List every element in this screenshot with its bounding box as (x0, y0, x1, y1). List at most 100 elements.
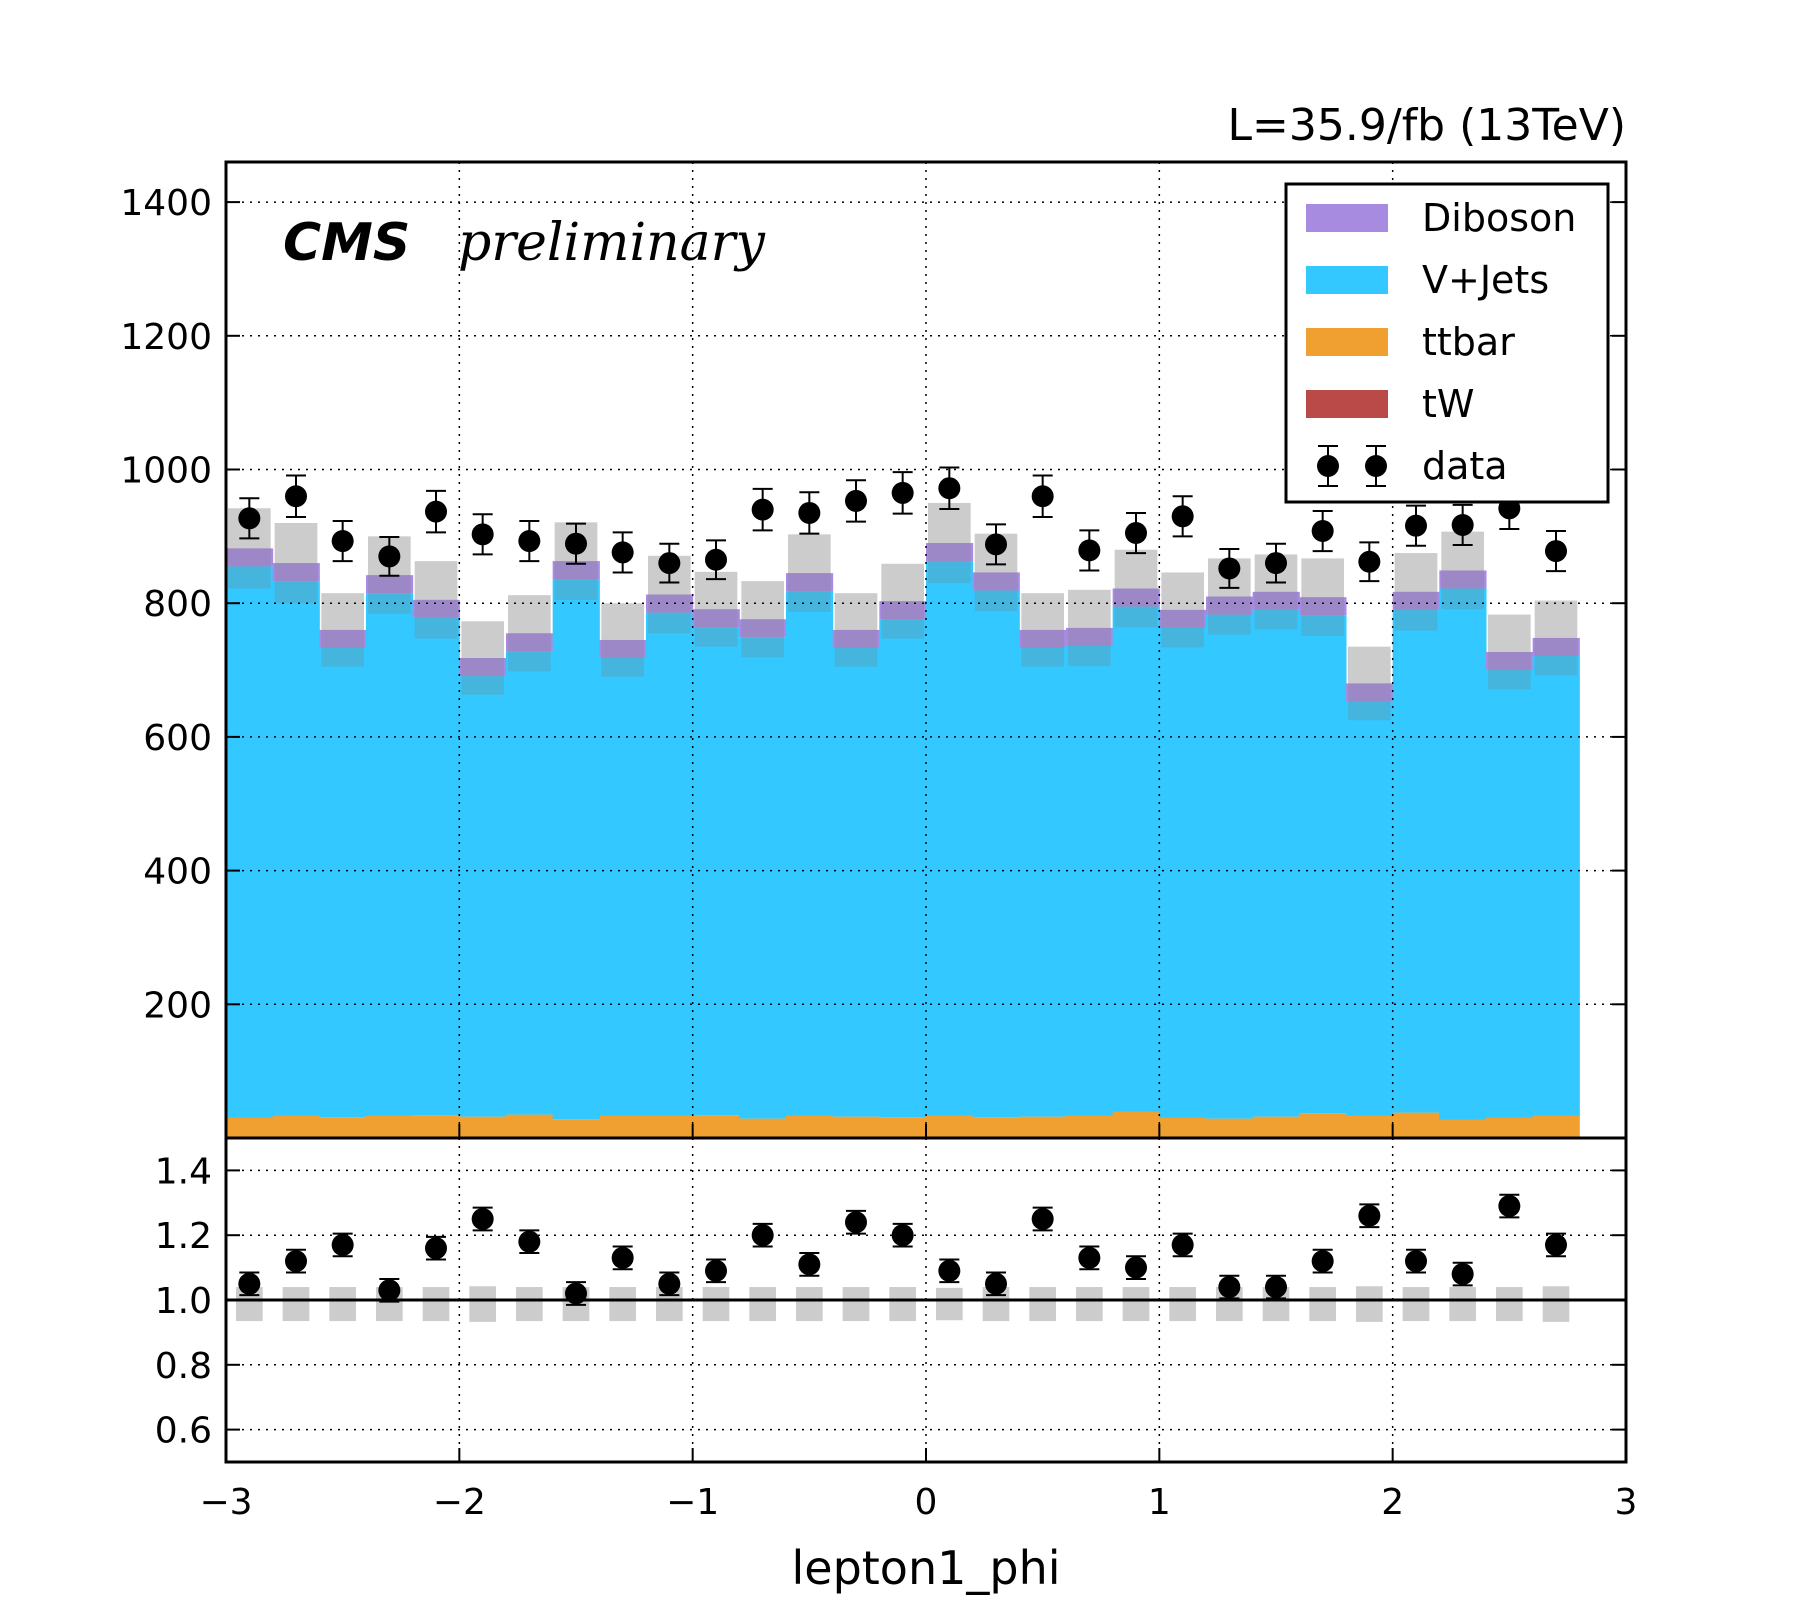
uncertainty-overlay (554, 561, 598, 600)
x-tick-label: 0 (915, 1482, 938, 1523)
bar-diboson (506, 633, 554, 652)
uncertainty-overlay (1068, 627, 1111, 667)
ratio-marker (331, 1233, 354, 1256)
data-point (1078, 529, 1101, 572)
uncertainty-overlay (788, 573, 831, 612)
bar-diboson (1299, 597, 1347, 616)
ratio-marker (1311, 1250, 1334, 1273)
bar-v-jets (786, 591, 834, 1116)
legend-swatch (1306, 266, 1388, 294)
data-marker (1265, 552, 1287, 575)
ratio-y-tick-label: 1.0 (155, 1281, 212, 1322)
ratio-marker (1498, 1195, 1521, 1218)
data-point (518, 519, 541, 563)
preliminary-label: preliminary (458, 213, 765, 273)
ratio-marker (1031, 1208, 1054, 1230)
data-marker (985, 533, 1007, 556)
ratio-points (238, 1193, 1567, 1306)
ratio-point (518, 1229, 541, 1255)
uncertainty-overlay (1441, 570, 1484, 610)
data-point (565, 522, 587, 565)
bar-v-jets (1392, 609, 1440, 1113)
legend-label: V+Jets (1422, 258, 1549, 302)
ratio-marker (1451, 1263, 1474, 1286)
uncertainty-overlay (601, 639, 644, 677)
ratio-uncertainty-box (702, 1287, 730, 1322)
ratio-marker (1545, 1233, 1567, 1256)
data-marker (705, 548, 727, 571)
bar-ttbar (1346, 1115, 1394, 1137)
ratio-y-ticks: 0.6 0.8 1.0 1.2 1.4 (155, 1151, 1626, 1452)
bar-ttbar (1392, 1112, 1440, 1137)
ratio-y-tick-label: 0.8 (155, 1346, 212, 1387)
ratio-uncertainty-box (282, 1287, 310, 1322)
bar-ttbar (272, 1115, 320, 1137)
bar-v-jets (926, 561, 974, 1116)
bar-ttbar (1532, 1115, 1580, 1137)
ratio-point (1125, 1255, 1147, 1280)
bar-ttbar (1252, 1116, 1300, 1137)
ratio-point (938, 1258, 961, 1284)
uncertainty-overlay (508, 633, 551, 672)
uncertainty-overlay (368, 575, 411, 614)
ratio-uncertainty-box (1356, 1286, 1383, 1322)
ratio-uncertainty-box (1309, 1287, 1336, 1322)
bar-v-jets (599, 658, 647, 1116)
bar-ttbar (366, 1115, 414, 1137)
lumi-label: L=35.9/fb (13TeV) (1228, 100, 1626, 151)
ratio-point (425, 1235, 447, 1261)
bar-diboson (272, 563, 320, 582)
legend-marker (1317, 455, 1339, 477)
bar-diboson (1019, 629, 1067, 648)
ratio-marker (1265, 1276, 1287, 1299)
ratio-point (705, 1258, 727, 1284)
ratio-marker (518, 1230, 541, 1253)
data-marker (1451, 513, 1474, 536)
bar-diboson (832, 629, 880, 648)
bar-ttbar (1206, 1118, 1254, 1137)
bar-v-jets (366, 593, 414, 1116)
bar-v-jets (412, 617, 460, 1116)
bar-ttbar (1439, 1119, 1487, 1137)
ratio-uncertainty-box (1122, 1287, 1150, 1322)
bar-v-jets (1486, 670, 1534, 1118)
data-point (985, 523, 1007, 566)
bar-ttbar (1019, 1116, 1067, 1137)
ratio-marker (891, 1224, 914, 1247)
ratio-point (1078, 1245, 1101, 1271)
ratio-marker (378, 1279, 401, 1302)
ratio-point (611, 1245, 634, 1271)
bar-ttbar (739, 1118, 787, 1137)
ratio-marker (705, 1259, 727, 1282)
bar-diboson (786, 573, 834, 592)
data-marker (1405, 514, 1427, 537)
ratio-marker (798, 1253, 821, 1276)
data-point (1311, 509, 1334, 553)
ratio-uncertainty-box (796, 1287, 823, 1322)
bar-diboson (1159, 609, 1207, 628)
ratio-marker (285, 1250, 307, 1273)
bar-v-jets (879, 619, 927, 1118)
ratio-uncertainty-box (889, 1287, 916, 1322)
main-panel: 200 400 600 800 1000 1200 1400 (120, 160, 1628, 1140)
bar-diboson (646, 594, 694, 613)
legend-item-ttbar: ttbar (1306, 320, 1515, 364)
data-point (238, 497, 261, 540)
x-ticks: −3 −2 −1 0 1 2 3 (199, 1124, 1637, 1523)
data-point (425, 489, 447, 534)
legend-item-v-jets: V+Jets (1306, 258, 1549, 302)
bar-diboson (1066, 627, 1114, 646)
ratio-uncertainty-box (1449, 1287, 1476, 1322)
x-tick-label: 1 (1148, 1482, 1171, 1523)
ratio-point (1218, 1274, 1241, 1300)
bar-diboson (739, 619, 787, 638)
bar-diboson (1486, 652, 1534, 671)
ratio-uncertainty-box (1076, 1287, 1103, 1322)
ratio-marker (845, 1211, 867, 1234)
data-marker (891, 481, 914, 504)
bar-diboson (1252, 591, 1300, 610)
bar-v-jets (1066, 645, 1114, 1116)
bar-v-jets (972, 590, 1020, 1118)
ratio-point (985, 1271, 1007, 1297)
uncertainty-overlay (1394, 591, 1438, 631)
